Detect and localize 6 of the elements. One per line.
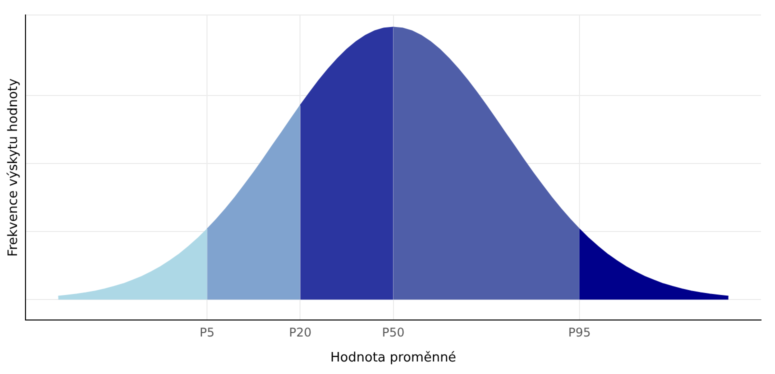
- x-tick-label: P50: [382, 325, 405, 340]
- x-tick-label: P20: [288, 325, 312, 340]
- y-axis-title: Frekvence výskytu hodnoty: [6, 78, 22, 257]
- x-tick-label: P5: [200, 325, 215, 340]
- x-axis-title: Hodnota proměnné: [330, 350, 456, 366]
- x-tick-label: P95: [568, 325, 591, 340]
